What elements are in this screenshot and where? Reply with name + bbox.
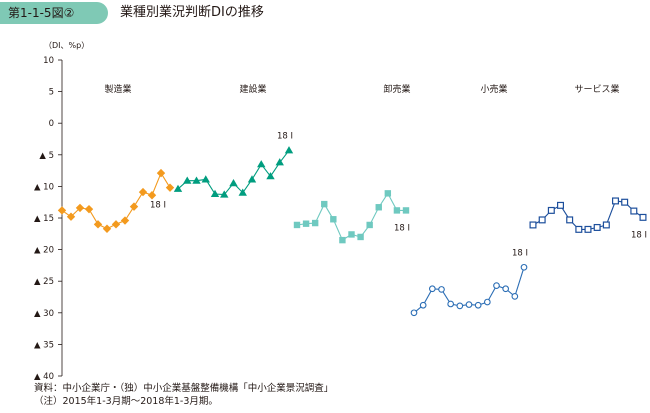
data-point <box>84 204 94 214</box>
y-tick-label: 10 <box>43 56 54 66</box>
data-point <box>375 204 382 211</box>
data-point <box>321 200 328 208</box>
series-4 <box>410 263 528 317</box>
figure-label: 第1-1-5図② <box>0 2 108 24</box>
data-point <box>348 231 355 238</box>
data-point <box>293 221 301 229</box>
data-point <box>402 207 410 214</box>
data-point <box>428 285 436 293</box>
data-point <box>456 302 464 310</box>
data-point <box>339 236 346 244</box>
data-point <box>556 201 564 209</box>
series-name-label: サービス業 <box>574 83 619 95</box>
data-point <box>57 206 67 215</box>
data-point <box>284 146 294 154</box>
data-point <box>502 285 510 293</box>
data-point <box>493 282 500 289</box>
data-point <box>630 207 638 215</box>
y-tick-label: ▲ 35 <box>34 340 54 350</box>
data-point <box>330 216 337 223</box>
figure-title: 業種別業況判断DIの推移 <box>120 5 264 20</box>
data-point <box>257 160 266 168</box>
data-point <box>465 301 473 308</box>
y-axis-unit: （DI、%p） <box>44 41 90 50</box>
y-tick-label: 0 <box>49 119 54 129</box>
data-point <box>120 216 130 225</box>
data-point <box>511 293 519 300</box>
data-point <box>639 213 647 221</box>
data-point <box>384 190 392 197</box>
data-point <box>302 220 310 227</box>
data-point <box>611 197 619 205</box>
data-point <box>393 207 401 214</box>
data-point <box>210 189 220 197</box>
data-point <box>410 309 418 317</box>
data-point <box>584 225 592 233</box>
data-point <box>75 203 85 213</box>
source-note: 資料：中小企業庁・（独）中小企業基盤整備機構「中小企業景況調査」 <box>34 383 334 394</box>
data-point <box>575 225 583 233</box>
data-point <box>538 216 546 224</box>
end-period-label: 18 Ⅰ <box>394 223 410 233</box>
data-point <box>311 219 319 227</box>
series-line <box>177 150 290 196</box>
line-chart: 10 5 0 ▲ 5 ▲ 10 ▲ 15 ▲ 20 ▲ 25 ▲ 30 ▲ 35 ▲ 40 製造業 18… <box>34 56 647 380</box>
y-tick-label: ▲ 40 <box>34 372 54 380</box>
data-point <box>366 221 373 229</box>
end-period-label: 18 Ⅰ <box>631 230 647 240</box>
data-point <box>474 301 482 309</box>
data-point <box>547 206 555 214</box>
data-point <box>147 191 157 200</box>
series-2 <box>173 146 294 198</box>
series-name-label: 建設業 <box>239 83 266 95</box>
y-tick-label: ▲ 25 <box>34 277 54 287</box>
end-period-label: 18 Ⅰ <box>512 248 528 258</box>
data-point <box>66 212 76 221</box>
data-point <box>520 263 528 271</box>
data-point <box>238 188 247 196</box>
period-note: （注）2015年1-3月期〜2018年1-3月期。 <box>34 396 218 407</box>
figure-header: 第1-1-5図② 業種別業況判断DIの推移 <box>0 0 650 28</box>
series-name-label: 製造業 <box>104 83 131 95</box>
data-point <box>483 298 491 306</box>
data-point <box>566 216 574 224</box>
data-point <box>220 190 229 198</box>
data-point <box>602 221 610 229</box>
data-point <box>138 187 148 197</box>
data-point <box>156 168 166 178</box>
data-point <box>173 184 183 192</box>
data-point <box>183 176 192 184</box>
y-tick-label: ▲ 15 <box>34 214 54 224</box>
y-tick-label: ▲ 10 <box>34 182 54 192</box>
y-tick-label: ▲ 30 <box>34 309 54 319</box>
data-point <box>247 175 257 183</box>
data-point <box>621 198 629 206</box>
series-5 <box>529 197 647 233</box>
data-point <box>357 233 364 241</box>
end-period-label: 18 Ⅰ <box>150 201 166 211</box>
data-point <box>275 158 284 166</box>
y-tick-label: ▲ 20 <box>34 246 54 256</box>
y-tick-label: 5 <box>49 88 54 98</box>
series-name-label: 小売業 <box>480 83 507 95</box>
data-point <box>419 301 427 309</box>
data-point <box>593 223 601 231</box>
data-point <box>165 183 175 192</box>
data-point <box>229 179 238 187</box>
end-period-label: 18 Ⅰ <box>277 131 293 141</box>
data-point <box>93 220 103 229</box>
series-name-label: 卸売業 <box>383 83 410 95</box>
data-point <box>129 202 139 211</box>
data-point <box>266 172 275 180</box>
data-point <box>102 224 112 233</box>
series-1 <box>57 168 175 233</box>
data-point <box>111 220 121 229</box>
data-point <box>529 221 537 229</box>
data-point <box>201 175 210 183</box>
series-3 <box>293 190 410 244</box>
y-tick-label: ▲ 5 <box>39 151 54 161</box>
data-point <box>192 176 201 184</box>
data-point <box>438 286 445 293</box>
data-point <box>447 300 455 308</box>
